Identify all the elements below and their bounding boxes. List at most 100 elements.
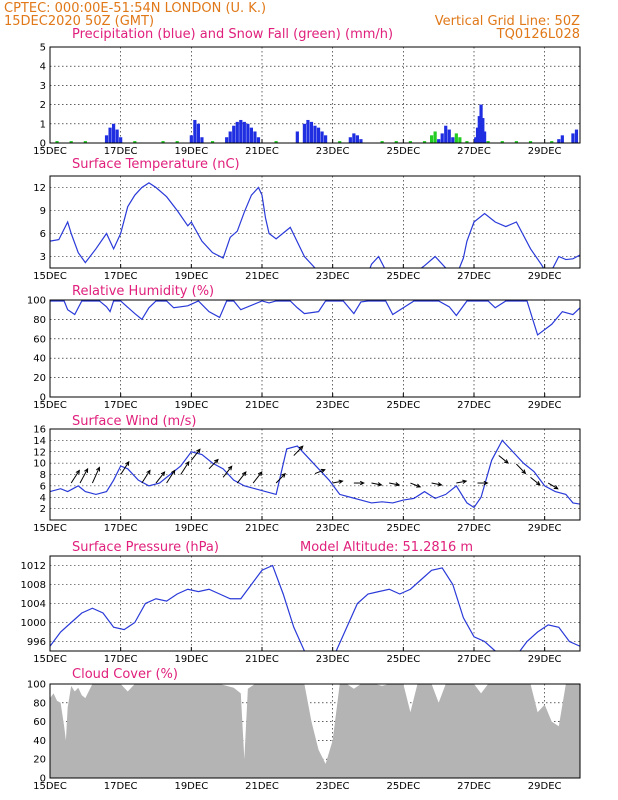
wind-arrow-head [185, 460, 190, 466]
precip-bar [320, 131, 324, 143]
x-tick-label: 21DEC [245, 400, 279, 411]
x-tick-label: 15DEC [33, 654, 67, 665]
wind-arrow [141, 470, 151, 484]
panel-frame [49, 683, 581, 779]
x-tick-label: 23DEC [316, 781, 350, 792]
precip-bar [359, 139, 363, 143]
snow-bar [486, 141, 490, 143]
x-tick-label: 27DEC [457, 654, 491, 665]
wind-arrow-head [553, 485, 559, 490]
x-tick-label: 23DEC [316, 523, 350, 534]
x-tick-label: 27DEC [457, 523, 491, 534]
series-line-3 [50, 439, 580, 509]
panel-frame [49, 555, 581, 652]
y-tick-label: 100 [27, 296, 46, 307]
y-tick-label: 12 [33, 183, 46, 194]
x-tick-label: 23DEC [316, 271, 350, 282]
snow-bar [458, 137, 462, 143]
wind-arrow-head [242, 471, 247, 477]
wind-arrow [371, 482, 382, 486]
wind-arrow-head [359, 480, 365, 486]
x-tick-label: 29DEC [528, 400, 562, 411]
snow-bar [430, 135, 434, 143]
wind-arrow [166, 470, 176, 484]
y-tick-label: 4 [40, 493, 46, 504]
precip-bar [225, 137, 229, 143]
y-tick-label: 1004 [21, 599, 46, 610]
precip-bar [189, 135, 193, 143]
precip-bar [313, 125, 317, 143]
precip-bar [232, 125, 236, 143]
y-tick-label: 16 [33, 425, 46, 436]
humidity-title: Relative Humidity (%) [72, 284, 214, 299]
x-tick-label: 25DEC [386, 654, 420, 665]
pressure-title: Surface Pressure (hPa) [72, 540, 219, 555]
snow-bar [338, 141, 342, 143]
precip-bar [352, 133, 356, 143]
wind-arrow [516, 463, 526, 474]
y-tick-label: 40 [33, 736, 46, 747]
wind-arrow [155, 471, 165, 484]
wind-arrow-head [214, 458, 219, 464]
precip-bar [249, 127, 253, 143]
x-tick-label: 27DEC [457, 271, 491, 282]
wind-arrow-head [125, 460, 130, 466]
precip-bar [235, 121, 239, 143]
x-tick-label: 15DEC [33, 781, 67, 792]
y-tick-label: 9 [40, 206, 46, 217]
y-tick-label: 1012 [21, 561, 46, 572]
y-tick-label: 80 [33, 698, 46, 709]
cloud-cover-area [50, 684, 580, 778]
panel-4: 15DEC 17DEC 19DEC 21DEC 23DEC 25DEC 27DEC 29DEC… [21, 555, 581, 665]
y-tick-label: 3 [40, 81, 46, 92]
y-tick-label: 40 [33, 354, 46, 365]
precip-bar [253, 131, 257, 143]
wind-arrow [498, 455, 509, 464]
precip-bar [302, 123, 306, 143]
precip-bar [306, 119, 310, 143]
wind-arrow-head [96, 466, 101, 472]
y-tick-label: 3 [40, 252, 46, 263]
wind-arrow-head [521, 469, 527, 475]
y-tick-label: 14 [33, 436, 46, 447]
wind-arrow-head [196, 448, 201, 454]
precip-bar [242, 121, 246, 143]
precip-bar [451, 137, 455, 143]
precip-bar [355, 135, 359, 143]
y-tick-label: 2 [40, 504, 46, 515]
x-tick-label: 17DEC [104, 400, 138, 411]
y-tick-label: 1008 [21, 580, 46, 591]
wind-arrow-head [462, 479, 468, 484]
x-tick-label: 15DEC [33, 400, 67, 411]
panel-2: 15DEC 17DEC 19DEC 21DEC 23DEC 25DEC 27DEC 29DEC… [27, 296, 581, 411]
snow-bar [422, 141, 427, 143]
y-tick-label: 1 [40, 119, 46, 130]
precip-bar [479, 104, 483, 143]
precip-bar [104, 135, 109, 143]
x-tick-label: 21DEC [245, 654, 279, 665]
wind-arrow [293, 445, 304, 456]
y-tick-label: 0 [40, 139, 46, 150]
wind-arrow-head [416, 483, 422, 488]
x-tick-label: 19DEC [174, 654, 208, 665]
snow-bar [210, 141, 215, 143]
wind-title: Surface Wind (m/s) [72, 414, 196, 429]
x-tick-label: 27DEC [457, 146, 491, 157]
snow-bar [433, 131, 437, 143]
x-tick-label: 21DEC [245, 523, 279, 534]
wind-arrow-head [146, 469, 151, 475]
wind-arrow-head [504, 459, 509, 464]
model-altitude: Model Altitude: 51.2816 m [300, 540, 473, 555]
series-line-2 [50, 300, 580, 336]
precip-bar [239, 119, 243, 143]
x-tick-label: 19DEC [174, 523, 208, 534]
wind-arrow-head [377, 482, 383, 487]
precip-bar [295, 131, 299, 143]
x-tick-label: 23DEC [316, 146, 350, 157]
x-tick-label: 25DEC [386, 146, 420, 157]
x-tick-label: 15DEC [33, 146, 67, 157]
wind-arrow [236, 471, 247, 484]
x-tick-label: 27DEC [457, 781, 491, 792]
header-run-date: 15DEC2020 50Z (GMT) [4, 14, 154, 29]
precip-bar [481, 118, 485, 143]
